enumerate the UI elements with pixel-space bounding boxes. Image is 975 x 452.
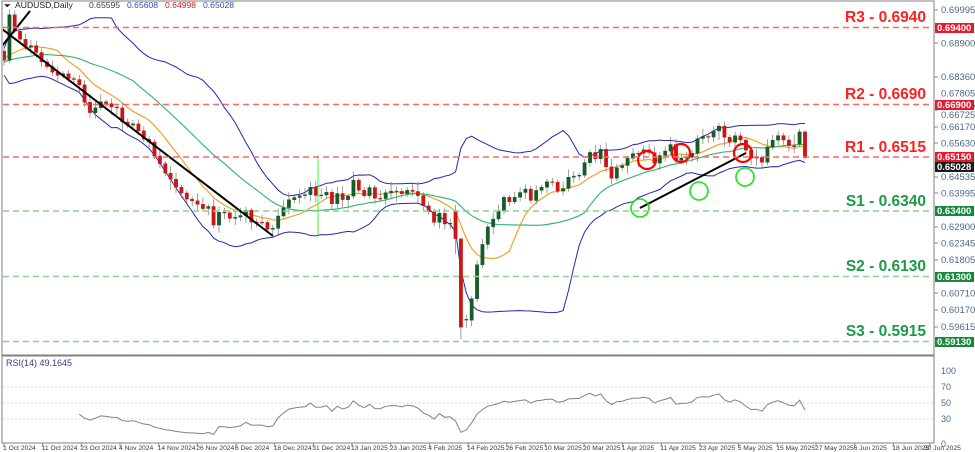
svg-text:20 Mar 2025: 20 Mar 2025 — [583, 445, 621, 452]
svg-text:1 Apr 2025: 1 Apr 2025 — [622, 445, 655, 452]
svg-text:0.63995: 0.63995 — [941, 189, 975, 200]
svg-text:30: 30 — [941, 414, 951, 424]
svg-text:15 May 2025: 15 May 2025 — [776, 445, 815, 452]
svg-text:0.62345: 0.62345 — [941, 239, 975, 250]
svg-text:RSI(14) 49.1645: RSI(14) 49.1645 — [6, 358, 72, 368]
svg-text:0.68360: 0.68360 — [941, 72, 975, 83]
svg-text:0.64535: 0.64535 — [941, 172, 975, 183]
svg-text:11 Oct 2024: 11 Oct 2024 — [42, 445, 78, 452]
svg-text:26 Feb 2025: 26 Feb 2025 — [506, 445, 544, 452]
svg-text:AUDUSD,Daily: AUDUSD,Daily — [15, 0, 73, 10]
svg-text:0.65608: 0.65608 — [127, 0, 158, 10]
svg-text:0.61805: 0.61805 — [941, 255, 975, 266]
svg-text:4 Nov 2024: 4 Nov 2024 — [119, 445, 153, 452]
svg-text:23 Oct 2024: 23 Oct 2024 — [80, 445, 117, 452]
svg-text:R3 - 0.6940: R3 - 0.6940 — [845, 9, 926, 26]
svg-text:13 Jan 2025: 13 Jan 2025 — [351, 445, 388, 452]
svg-text:0.61300: 0.61300 — [937, 272, 971, 283]
svg-text:0.60170: 0.60170 — [941, 305, 975, 316]
svg-text:27 May 2025: 27 May 2025 — [815, 445, 854, 452]
svg-text:30 Jun 2025: 30 Jun 2025 — [924, 445, 961, 452]
svg-text:0.64998: 0.64998 — [165, 0, 196, 10]
svg-text:0.67805: 0.67805 — [941, 89, 975, 100]
svg-text:R2 - 0.6690: R2 - 0.6690 — [845, 86, 926, 103]
svg-text:0.59130: 0.59130 — [937, 337, 971, 348]
svg-text:18 Dec 2024: 18 Dec 2024 — [274, 445, 312, 452]
svg-text:0.62900: 0.62900 — [941, 222, 975, 233]
svg-text:14 Nov 2024: 14 Nov 2024 — [158, 445, 196, 452]
svg-text:0.69995: 0.69995 — [941, 5, 975, 16]
svg-text:0.65630: 0.65630 — [941, 139, 975, 150]
svg-text:0.69400: 0.69400 — [937, 23, 971, 34]
svg-text:0.60710: 0.60710 — [941, 289, 975, 300]
svg-text:70: 70 — [941, 382, 951, 392]
svg-text:S1 - 0.6340: S1 - 0.6340 — [846, 193, 926, 210]
svg-text:4 Feb 2025: 4 Feb 2025 — [428, 445, 462, 452]
svg-text:0.68900: 0.68900 — [941, 39, 975, 50]
svg-text:11 Apr 2025: 11 Apr 2025 — [660, 445, 696, 452]
svg-text:0.65595: 0.65595 — [89, 0, 120, 10]
svg-text:100: 100 — [941, 366, 956, 376]
svg-text:0.66170: 0.66170 — [941, 122, 975, 133]
svg-text:14 Feb 2025: 14 Feb 2025 — [467, 445, 505, 452]
svg-text:6 Jun 2025: 6 Jun 2025 — [854, 445, 887, 452]
svg-text:0.63400: 0.63400 — [937, 206, 971, 217]
svg-text:1 Oct 2024: 1 Oct 2024 — [3, 445, 36, 452]
svg-text:0.66725: 0.66725 — [941, 110, 975, 121]
svg-text:23 Apr 2025: 23 Apr 2025 — [699, 445, 735, 452]
svg-text:5 May 2025: 5 May 2025 — [738, 445, 773, 452]
svg-text:26 Nov 2024: 26 Nov 2024 — [196, 445, 234, 452]
svg-text:50: 50 — [941, 398, 951, 408]
svg-text:6 Dec 2024: 6 Dec 2024 — [235, 445, 269, 452]
svg-text:31 Dec 2024: 31 Dec 2024 — [312, 445, 350, 452]
svg-text:S3 - 0.5915: S3 - 0.5915 — [846, 323, 927, 340]
svg-text:0.66900: 0.66900 — [937, 100, 971, 111]
svg-text:0.65028: 0.65028 — [937, 162, 971, 173]
svg-text:0.59615: 0.59615 — [941, 322, 975, 333]
svg-text:0.65028: 0.65028 — [203, 0, 234, 10]
svg-text:10 Mar 2025: 10 Mar 2025 — [544, 445, 582, 452]
svg-text:23 Jan 2025: 23 Jan 2025 — [390, 445, 427, 452]
svg-text:R1 - 0.6515: R1 - 0.6515 — [845, 139, 926, 156]
svg-text:S2 - 0.6130: S2 - 0.6130 — [846, 258, 926, 275]
